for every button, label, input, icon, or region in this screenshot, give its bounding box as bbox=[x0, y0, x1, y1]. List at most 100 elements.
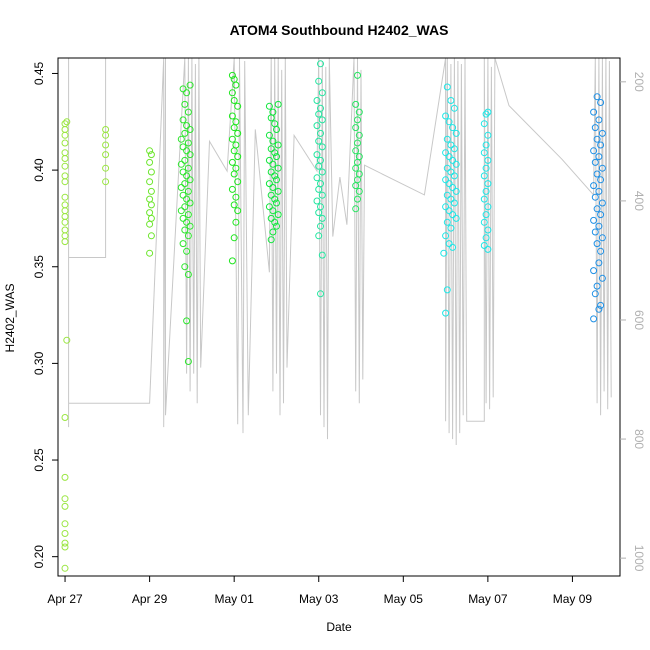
series-3 bbox=[177, 81, 194, 365]
y2-tick-label: 200 bbox=[632, 72, 646, 92]
data-point bbox=[63, 336, 71, 344]
data-point bbox=[590, 108, 598, 116]
data-point bbox=[265, 102, 273, 110]
data-point bbox=[273, 176, 280, 184]
y-tick-label: 0.45 bbox=[32, 61, 46, 85]
data-point bbox=[480, 120, 488, 128]
data-point bbox=[183, 122, 191, 130]
series-7 bbox=[352, 71, 363, 213]
data-point bbox=[234, 207, 242, 215]
x-axis-label: Date bbox=[326, 620, 352, 634]
data-point bbox=[315, 110, 323, 118]
data-point bbox=[318, 214, 326, 222]
data-point bbox=[232, 218, 240, 226]
data-point bbox=[267, 168, 275, 176]
data-point bbox=[179, 191, 187, 199]
data-point bbox=[267, 214, 275, 222]
data-point bbox=[265, 156, 273, 164]
data-point bbox=[146, 220, 154, 228]
data-point bbox=[179, 214, 187, 222]
data-point bbox=[595, 259, 603, 267]
x-tick-label: Apr 27 bbox=[47, 592, 83, 606]
data-point bbox=[181, 180, 189, 188]
data-point bbox=[445, 180, 453, 188]
data-point bbox=[274, 164, 282, 172]
series-4 bbox=[228, 71, 242, 265]
data-point bbox=[445, 240, 453, 248]
y-tick-label: 0.25 bbox=[32, 448, 46, 472]
data-point bbox=[181, 226, 189, 234]
data-point bbox=[181, 203, 189, 211]
data-point bbox=[595, 153, 603, 161]
data-point bbox=[590, 267, 598, 275]
data-point bbox=[102, 178, 110, 186]
data-point bbox=[181, 100, 189, 108]
data-point bbox=[265, 180, 273, 188]
data-point bbox=[352, 100, 360, 108]
data-point bbox=[590, 216, 598, 224]
data-point bbox=[228, 89, 236, 97]
data-point bbox=[61, 193, 69, 201]
data-point bbox=[234, 129, 242, 137]
data-point bbox=[183, 172, 191, 180]
chart-title: ATOM4 Southbound H2402_WAS bbox=[230, 22, 449, 38]
data-point bbox=[313, 122, 321, 130]
data-point bbox=[482, 234, 490, 242]
data-point bbox=[318, 143, 326, 151]
data-point bbox=[313, 197, 321, 205]
data-point bbox=[442, 203, 450, 211]
data-point bbox=[177, 135, 185, 143]
data-point bbox=[274, 211, 282, 219]
data-point bbox=[147, 151, 155, 159]
data-point bbox=[595, 187, 603, 195]
data-point bbox=[597, 176, 605, 184]
data-point bbox=[267, 114, 275, 122]
data-point bbox=[102, 141, 110, 149]
data-point bbox=[354, 195, 361, 203]
data-point bbox=[265, 203, 273, 211]
y-axis: 0.20 0.25 0.30 0.35 0.40 0.45 bbox=[32, 61, 58, 568]
data-point bbox=[484, 245, 492, 253]
data-point bbox=[184, 358, 192, 365]
data-point bbox=[590, 147, 598, 155]
data-point bbox=[102, 164, 110, 172]
data-point bbox=[484, 108, 492, 116]
data-point bbox=[315, 185, 323, 193]
series-6 bbox=[313, 60, 326, 298]
data-point bbox=[184, 232, 192, 240]
data-point bbox=[317, 290, 324, 298]
data-point bbox=[61, 543, 69, 551]
data-point bbox=[443, 83, 451, 91]
data-point bbox=[449, 124, 457, 132]
data-point bbox=[595, 222, 603, 230]
data-point bbox=[234, 102, 242, 110]
data-point bbox=[445, 118, 453, 126]
data-point bbox=[315, 232, 323, 240]
data-point bbox=[597, 301, 605, 309]
data-point bbox=[273, 199, 280, 207]
data-point bbox=[102, 151, 110, 159]
data-point bbox=[352, 182, 360, 190]
data-point bbox=[228, 135, 236, 143]
data-point bbox=[442, 309, 450, 317]
data-point bbox=[482, 211, 490, 219]
data-point bbox=[354, 139, 361, 147]
data-point bbox=[450, 104, 458, 112]
data-point bbox=[265, 131, 273, 139]
data-point bbox=[352, 147, 360, 155]
data-point bbox=[318, 168, 326, 176]
data-point bbox=[352, 205, 360, 213]
data-point bbox=[480, 242, 488, 249]
data-point bbox=[597, 99, 605, 106]
data-point bbox=[179, 85, 187, 93]
data-point bbox=[597, 247, 605, 255]
y2-tick-label: 1000 bbox=[632, 545, 646, 572]
data-point bbox=[267, 236, 275, 244]
data-point bbox=[591, 290, 599, 298]
data-point bbox=[597, 211, 605, 219]
data-point bbox=[269, 207, 277, 215]
data-point bbox=[271, 149, 279, 157]
data-point bbox=[482, 187, 490, 195]
data-point bbox=[593, 135, 601, 143]
data-point bbox=[452, 214, 460, 222]
